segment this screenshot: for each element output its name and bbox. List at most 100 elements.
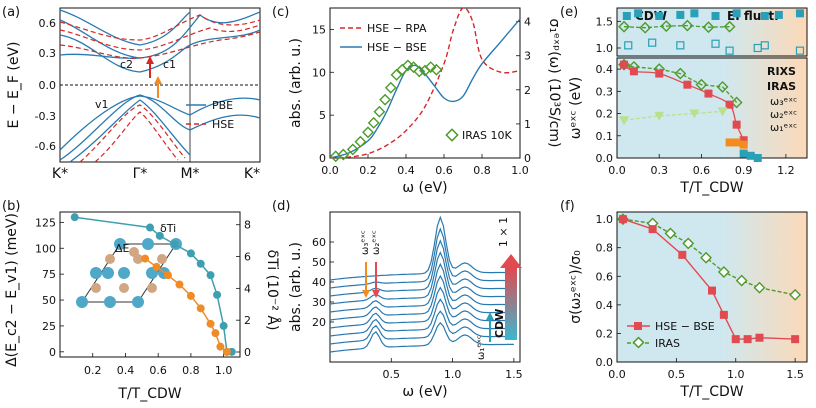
- panel-c-ylabel-right: σ₁ᵉˣᵖ(ω) (10³S/cm): [546, 19, 562, 148]
- panel-b: 0.2 0.4 0.6 0.8 1.0 0 25 50 75 100 125 0 2 4 6 8 T/T_…: [4, 211, 281, 402]
- x-tick-label: 0.5: [383, 368, 401, 381]
- hse-band: [59, 31, 261, 59]
- dti-series-point: [155, 231, 164, 240]
- omega-top-open-point: [725, 46, 734, 55]
- iras-point: [717, 266, 730, 278]
- c1-label: c1: [163, 58, 176, 71]
- spectrum-line: [329, 239, 514, 297]
- panel-e-yticks: 0.0 0.1 0.2 0.3 0.4 1.0 1.5: [596, 15, 621, 165]
- y-tick-label: 0.2: [596, 108, 614, 121]
- iras-point: [379, 93, 392, 106]
- omega-top-filled-point: [634, 9, 643, 18]
- iras-point: [695, 78, 708, 91]
- label-cdw: CDW: [493, 309, 506, 338]
- iras-point: [716, 80, 729, 93]
- panel-e-top-frame: [616, 7, 808, 57]
- panel-label-f: (f): [560, 199, 575, 214]
- iras-point: [354, 135, 367, 148]
- panel-b-series: [70, 213, 236, 356]
- x-tick-label: 0.4: [397, 164, 415, 177]
- dti-series-label: δTi: [160, 222, 176, 235]
- panel-e-bottom-frame: [616, 57, 808, 159]
- hse-bse-point: [739, 136, 748, 145]
- omega1-point: [753, 154, 762, 162]
- y-tick-label: 8: [244, 219, 251, 232]
- iras-point: [789, 288, 802, 301]
- legend-omega1: ω₁ᵉˣᶜ: [770, 121, 797, 134]
- spectrum-line: [329, 227, 514, 289]
- de-series-point: [206, 319, 215, 328]
- legend-omega3: ω₃ᵉˣᶜ: [770, 95, 797, 108]
- y-tick-label: 0.8: [596, 242, 614, 255]
- panel-f-ylabel: σ(ω₂ᵉˣᶜ)/σ₀: [568, 250, 584, 324]
- temperature-gradient-bar: [505, 268, 517, 340]
- de-series-point: [152, 262, 161, 271]
- panel-f-xticks: 0.0 0.5 1.0 1.5: [608, 358, 804, 381]
- hse-band: [94, 111, 179, 163]
- c2-label: c2: [120, 58, 133, 71]
- label-1x1: 1 × 1: [497, 217, 510, 247]
- y-tick-label: 0.2: [596, 327, 614, 340]
- panel-d-frame: [329, 211, 521, 363]
- dti-series-point: [146, 223, 154, 232]
- hse-bse-point: [791, 335, 800, 344]
- x-tick-label: 0.4: [117, 364, 135, 377]
- x-tick-label: 1.0: [727, 368, 745, 381]
- spectrum-line: [329, 286, 514, 329]
- de-series-line: [144, 257, 228, 353]
- hse-bse-point: [725, 100, 734, 109]
- y-tick-label: 2: [244, 314, 251, 327]
- y-tick-label: 50: [42, 294, 56, 307]
- iras-point: [753, 281, 766, 294]
- arrow-up-icon: [486, 312, 494, 320]
- omega1-point: [746, 151, 755, 160]
- hse-bse-point: [620, 60, 629, 69]
- rixs-line: [623, 110, 723, 121]
- x-tick-label: 1.5: [786, 368, 804, 381]
- y-tick-label: 1.0: [596, 213, 614, 226]
- spectrum-line: [329, 250, 514, 305]
- x-tick-label: 0.0: [608, 164, 626, 177]
- panel-e-xlabel: T/T_CDW: [679, 180, 743, 196]
- de-series-point: [196, 304, 205, 313]
- y-tick-label: 4: [524, 16, 531, 29]
- hse-rpa-line: [329, 7, 521, 159]
- iras-line: [623, 64, 738, 103]
- panel-b-xlabel: T/T_CDW: [117, 386, 181, 402]
- panel-d-spectra: [329, 215, 514, 353]
- iras-point: [735, 274, 748, 287]
- hse-bse-point: [648, 225, 657, 234]
- iras-point: [337, 148, 350, 161]
- panel-a-ylabel: E − E_F (eV): [6, 42, 22, 129]
- de-series-point: [211, 329, 220, 338]
- pbe-bands: [59, 9, 261, 163]
- y-tick-label: 0: [319, 152, 326, 165]
- panel-c-yticks-left: 0 5 10 15: [312, 23, 334, 165]
- y-tick-label: 0: [524, 152, 531, 165]
- iras-point: [700, 251, 713, 264]
- y-tick-label: 3: [524, 50, 531, 63]
- legend-hse: HSE: [212, 118, 234, 131]
- iras-top-point: [618, 20, 630, 33]
- panel-f-xlabel: T/T_CDW: [679, 384, 743, 400]
- panel-a-xticks: K* Γ* M* K*: [52, 166, 260, 182]
- iras-top-point: [639, 21, 652, 34]
- panel-a-yticks: 0.6 0.3 0.0 -0.3 -0.6: [35, 17, 56, 153]
- omega-top-filled-point: [655, 12, 664, 20]
- y-tick-label: 100: [35, 242, 56, 255]
- panel-d-ylabel: abs. (arb. u.): [288, 242, 304, 332]
- x-tick-label: 0.2: [359, 164, 377, 177]
- spectrum-line: [329, 298, 514, 337]
- iras-point: [346, 143, 359, 156]
- iras-point: [430, 63, 443, 76]
- hse-bse-point: [743, 335, 752, 344]
- hse-bands: [59, 14, 261, 163]
- panel-e-legend: RIXS IRAS ω₃ᵉˣᶜ ω₂ᵉˣᶜ ω₁ᵉˣᶜ: [767, 65, 797, 134]
- iras-point: [396, 63, 409, 76]
- legend-iras: IRAS 10K: [462, 129, 512, 142]
- pbe-band: [59, 95, 261, 151]
- hse-bse-point: [683, 80, 692, 89]
- se-atoms: [91, 247, 167, 293]
- square-filled-icon: [634, 322, 642, 330]
